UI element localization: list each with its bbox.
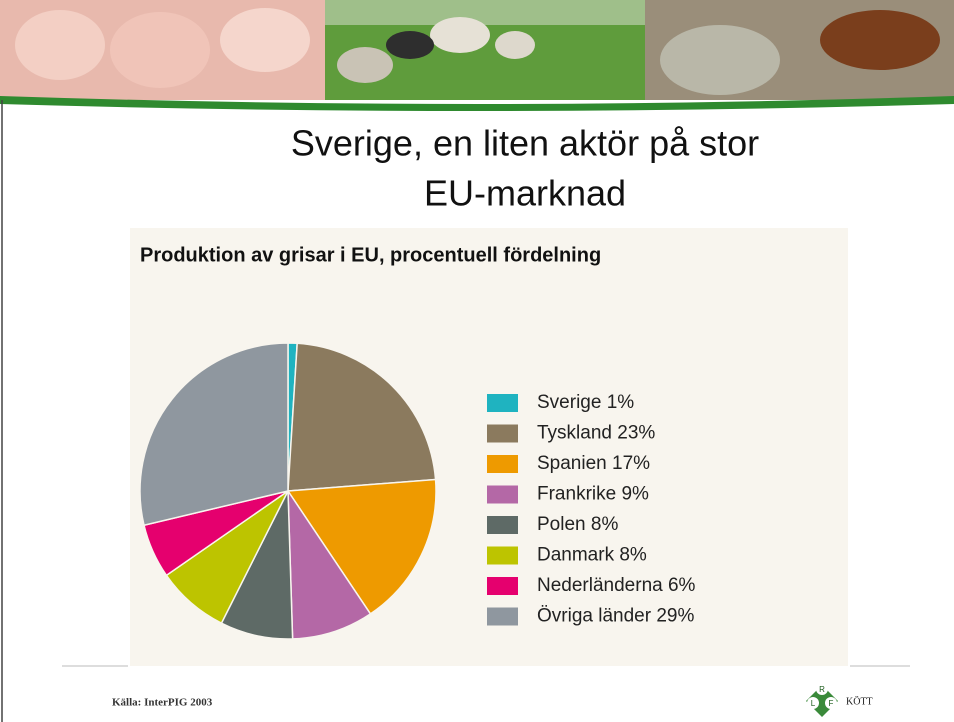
legend-swatch (487, 455, 518, 473)
legend-label: Tyskland 23% (537, 423, 655, 444)
legend-name: Polen (537, 514, 586, 535)
legend-label: Frankrike 9% (537, 484, 649, 505)
legend-value: 6% (668, 575, 696, 596)
legend-name: Sverige (537, 392, 601, 413)
pie (139, 342, 437, 640)
logo-letter: L (811, 699, 816, 708)
legend-swatch (487, 577, 518, 595)
logo-letter: R (819, 685, 825, 694)
slide-title: Sverige, en liten aktör på stor (291, 123, 759, 164)
legend-label: Sverige 1% (537, 392, 634, 413)
legend-value: 8% (619, 545, 647, 566)
chart-title: Produktion av grisar i EU, procentuell f… (140, 244, 601, 266)
legend-value: 29% (656, 606, 694, 627)
legend-swatch (487, 485, 518, 504)
legend-label: Polen 8% (537, 514, 618, 535)
legend-value: 9% (621, 484, 649, 505)
legend-label: Danmark 8% (537, 545, 647, 566)
legend-value: 17% (612, 453, 650, 474)
legend-name: Övriga länder (537, 606, 652, 627)
legend-label: Övriga länder 29% (537, 606, 694, 627)
logo-letter: F (829, 699, 834, 708)
logo: L R F KÖTT (806, 683, 873, 717)
pie-slice (287, 342, 437, 492)
banner (0, 0, 954, 111)
pie-slice (286, 478, 437, 615)
pie-slice (139, 342, 289, 527)
logo-text: KÖTT (846, 695, 873, 707)
source: Källa: InterPIG 2003 (112, 697, 213, 709)
slide-title: EU-marknad (424, 173, 626, 214)
legend-value: 23% (617, 423, 655, 444)
legend-name: Nederländerna (537, 575, 663, 596)
legend-name: Spanien (537, 453, 607, 474)
pie-slice (287, 488, 372, 640)
legend-value: 8% (591, 514, 619, 535)
legend-swatch (487, 394, 518, 412)
legend: Sverige 1% Tyskland 23% Spanien 17% Frankri… (487, 392, 696, 627)
legend-name: Danmark (537, 545, 615, 566)
legend-label: Spanien 17% (537, 453, 650, 474)
legend-value: 1% (607, 392, 635, 413)
legend-swatch (487, 546, 518, 565)
legend-swatch (487, 424, 518, 443)
legend-swatch (487, 607, 518, 626)
legend-label: Nederländerna 6% (537, 575, 696, 596)
legend-name: Tyskland (537, 423, 612, 444)
legend-name: Frankrike (537, 484, 616, 505)
legend-swatch (487, 516, 518, 534)
